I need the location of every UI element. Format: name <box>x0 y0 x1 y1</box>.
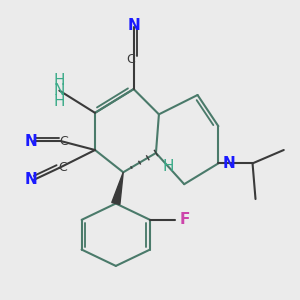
Text: N: N <box>25 172 38 187</box>
Text: C: C <box>59 135 68 148</box>
Text: C: C <box>58 161 67 174</box>
Text: N: N <box>25 134 38 148</box>
Text: N: N <box>223 156 236 171</box>
Text: N: N <box>127 18 140 33</box>
Polygon shape <box>112 172 123 205</box>
Text: H: H <box>54 94 65 110</box>
Text: H: H <box>162 159 174 174</box>
Text: F: F <box>180 212 190 227</box>
Text: C: C <box>126 53 135 66</box>
Text: N: N <box>54 83 65 98</box>
Text: H: H <box>54 73 65 88</box>
